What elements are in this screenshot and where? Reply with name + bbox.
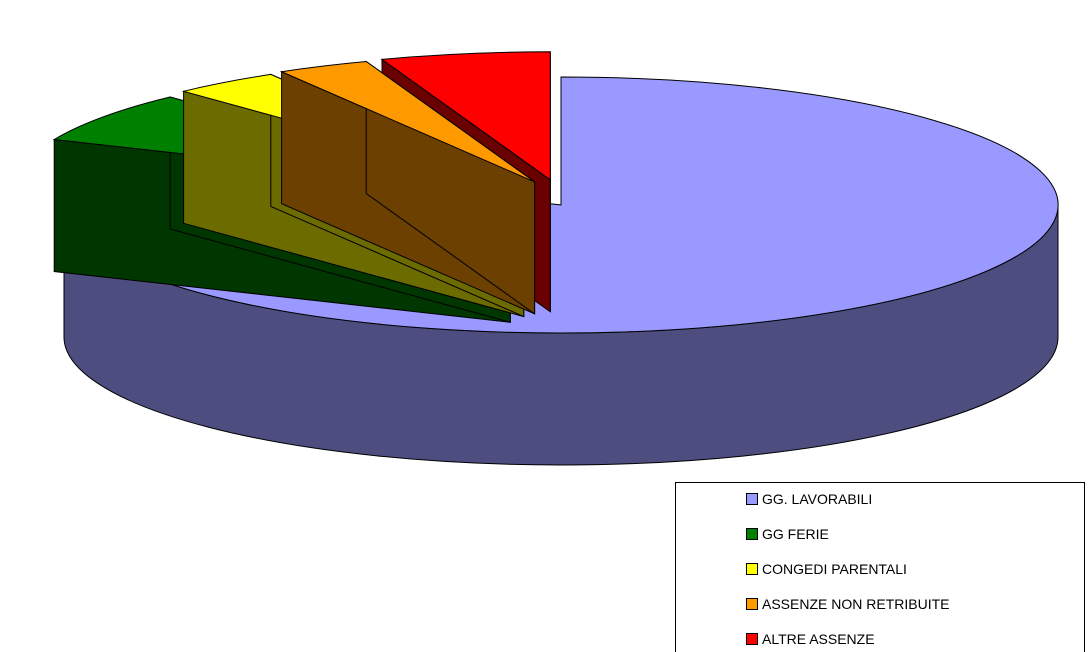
legend-item-gg-ferie: GG FERIE [746, 524, 829, 544]
legend-swatch [746, 528, 758, 540]
legend-swatch [746, 493, 758, 505]
legend-label: ASSENZE NON RETRIBUITE [762, 596, 950, 612]
legend-label: GG. LAVORABILI [762, 491, 873, 507]
pie-slice-top [380, 51, 551, 181]
legend-swatch [746, 598, 758, 610]
legend-label: ALTRE ASSENZE [762, 631, 875, 647]
legend-label: CONGEDI PARENTALI [762, 561, 907, 577]
legend-item-congedi-parentali: CONGEDI PARENTALI [746, 559, 907, 579]
legend-item-assenze-non-retribuite: ASSENZE NON RETRIBUITE [746, 594, 949, 614]
pie-slice-assenze-non-retribuite [279, 60, 536, 315]
legend-swatch [746, 633, 758, 645]
legend-item-altre-assenze: ALTRE ASSENZE [746, 629, 875, 649]
pie-slice-top [279, 60, 535, 183]
legend-label: GG FERIE [762, 526, 829, 542]
legend: GG. LAVORABILI GG FERIE CONGEDI PARENTAL… [675, 482, 1085, 652]
legend-item-gg-lavorabili: GG. LAVORABILI [746, 489, 872, 509]
legend-swatch [746, 563, 758, 575]
